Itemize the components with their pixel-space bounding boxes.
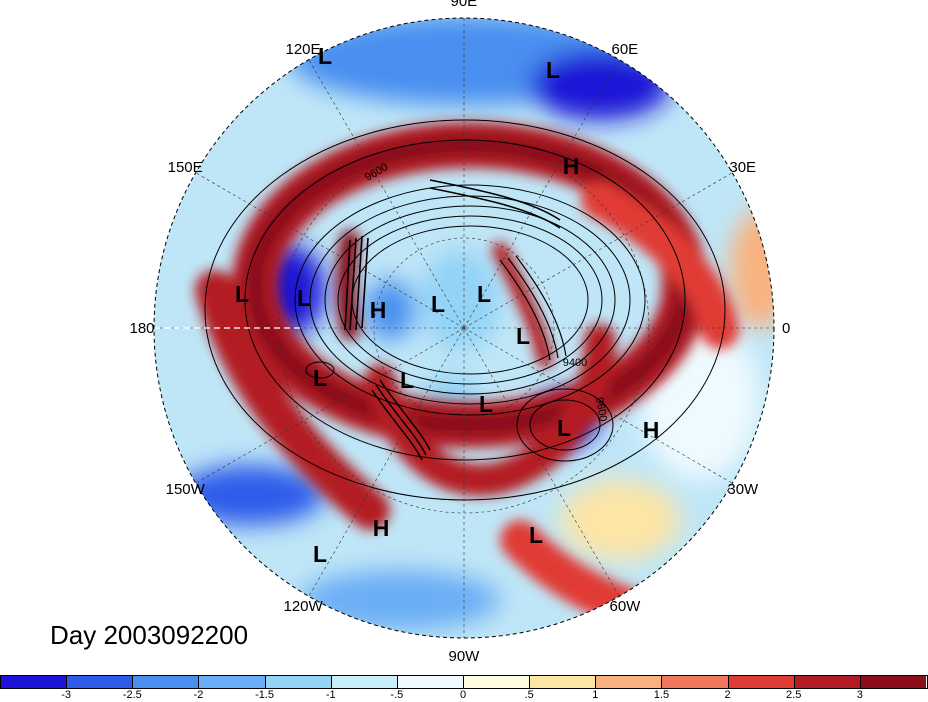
contour-value-label: 9400: [563, 357, 587, 369]
colorbar-box: [198, 675, 265, 689]
longitude-label: 150W: [165, 480, 205, 498]
colorbar-tick-label: 1.5: [653, 689, 670, 701]
longitude-label: 120W: [283, 598, 323, 616]
low-pressure-label: L: [431, 291, 445, 317]
colorbar-box: [529, 675, 596, 689]
low-pressure-label: L: [546, 57, 560, 83]
colorbar-tick-label: -1.5: [255, 689, 275, 701]
colorbar-box: [727, 675, 794, 689]
high-pressure-label: H: [563, 153, 580, 179]
high-pressure-label: H: [643, 417, 660, 443]
contour-value-label: 9600: [593, 396, 609, 422]
high-pressure-label: H: [373, 515, 390, 541]
low-pressure-label: L: [479, 391, 493, 417]
colorbar-box: [661, 675, 728, 689]
colorbar-tick-label: -3: [61, 689, 72, 701]
low-pressure-label: L: [318, 43, 332, 69]
colorbar-tick-label: -1: [325, 689, 336, 701]
low-pressure-label: L: [529, 522, 543, 548]
longitude-label: 30W: [727, 480, 759, 498]
colorbar-box: [859, 675, 926, 689]
longitude-label: 180: [129, 319, 155, 337]
colorbar-tick-label: 1: [592, 689, 599, 701]
colorbar-box: [463, 675, 530, 689]
low-pressure-label: L: [400, 367, 414, 393]
low-pressure-label: L: [557, 415, 571, 441]
colorbar-tick-label: 2: [724, 689, 731, 701]
colorbar-tick-label: .5: [524, 689, 534, 701]
colorbar-box: [66, 675, 133, 689]
longitude-label: 90E: [450, 0, 478, 10]
longitude-label: 120E: [285, 40, 321, 58]
colorbar-box: [132, 675, 199, 689]
colorbar-tick-label: -.5: [390, 689, 404, 701]
colorbar-box: [0, 675, 67, 689]
colorbar-tick-label: 0: [459, 689, 467, 701]
colorbar-tick-label: -2: [193, 689, 204, 701]
colorbar-box: [396, 675, 463, 689]
low-pressure-label: L: [477, 281, 491, 307]
low-pressure-label: L: [297, 285, 311, 311]
colorbar-tick-label: 2.5: [786, 689, 802, 701]
longitude-label: 60E: [611, 40, 639, 58]
anomaly-field: [154, 18, 774, 638]
low-pressure-label: L: [516, 323, 530, 349]
low-pressure-label: L: [313, 541, 327, 567]
colorbar-box: [793, 675, 860, 689]
high-pressure-label: H: [370, 297, 387, 323]
colorbar-box: [264, 675, 331, 689]
longitude-label: 0: [782, 319, 791, 337]
longitude-label: 30E: [729, 158, 757, 176]
low-pressure-label: L: [313, 365, 327, 391]
colorbar-box: [330, 675, 397, 689]
colorbar-tick-label: -2.5: [122, 689, 142, 701]
colorbar: [0, 675, 928, 689]
longitude-label: 150E: [167, 158, 203, 176]
longitude-label: 90W: [448, 648, 480, 665]
colorbar-box: [595, 675, 662, 689]
day-title: Day 2003092200: [50, 620, 249, 650]
longitude-label: 60W: [609, 598, 641, 616]
geopotential-contours: [204, 119, 726, 501]
colorbar-tick-label: 3: [856, 689, 863, 701]
low-pressure-label: L: [235, 281, 249, 307]
map-boundary: [153, 17, 775, 639]
